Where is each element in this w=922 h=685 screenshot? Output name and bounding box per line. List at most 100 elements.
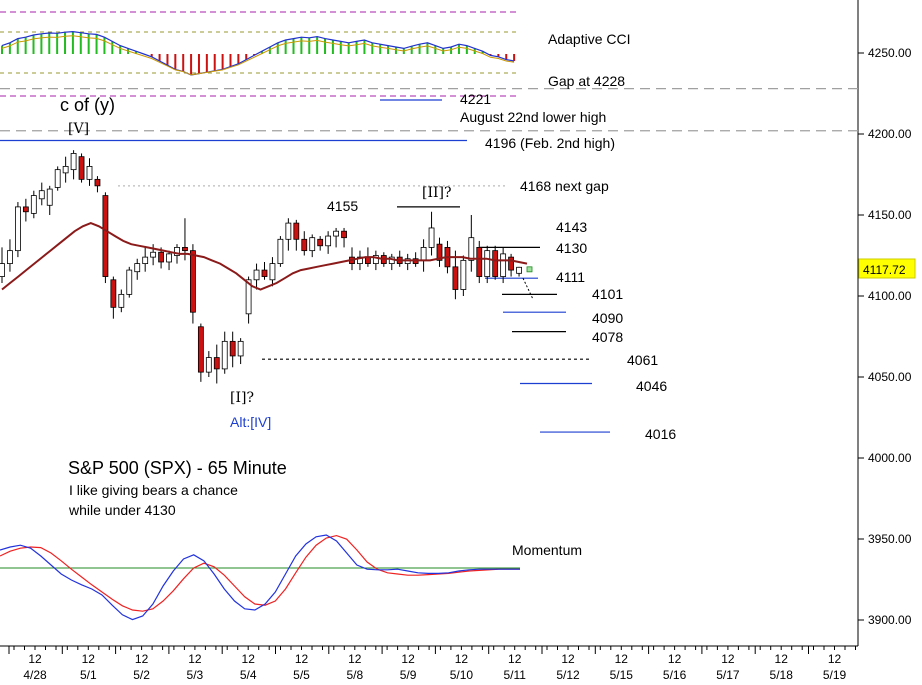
time-tick-label: 12	[455, 652, 469, 666]
last-price-tag: 4117.72	[863, 263, 906, 277]
price-tick-label: 4100.00	[868, 289, 912, 303]
candle-body	[62, 165, 69, 174]
candle-body	[150, 251, 157, 258]
candle-body	[78, 156, 85, 180]
time-tick-label: 12	[561, 652, 575, 666]
date-label: 5/5	[293, 668, 310, 682]
time-tick-label: 12	[721, 652, 735, 666]
candle-body	[325, 235, 332, 247]
date-label: 5/1	[80, 668, 97, 682]
last-price-tag-bg	[858, 258, 916, 279]
candle-body	[102, 195, 109, 277]
candle-body	[213, 357, 220, 370]
candle-body	[372, 255, 379, 265]
date-label: 5/18	[770, 668, 794, 682]
candle-body	[460, 259, 467, 290]
date-label: 5/12	[556, 668, 580, 682]
level-label-4221: 4221	[460, 91, 491, 107]
candle-body	[158, 251, 164, 263]
wave-label-alt-iv: Alt:[IV]	[230, 414, 271, 430]
candle-body	[261, 269, 268, 277]
cci-signal-line	[1, 35, 515, 76]
candle-body	[253, 269, 260, 281]
candle-body	[15, 206, 21, 252]
time-tick-label: 12	[668, 652, 682, 666]
candle-body	[428, 227, 435, 248]
time-tick-label: 12	[508, 652, 522, 666]
momentum-blue-line	[0, 534, 520, 621]
candle-body	[30, 195, 37, 214]
candle-body	[500, 253, 507, 277]
level-label-4111: 4111	[556, 269, 585, 285]
candle-body	[341, 230, 347, 239]
candle-body	[126, 269, 133, 295]
cci-label: Adaptive CCI	[548, 31, 630, 47]
price-tick-label: 3900.00	[868, 613, 912, 627]
price-tick-label: 4050.00	[868, 370, 912, 384]
gap-lines	[0, 88, 858, 132]
moving-average-line	[1, 222, 528, 291]
momentum-label: Momentum	[512, 542, 582, 558]
candle-body	[508, 256, 514, 271]
date-label: 5/8	[346, 668, 363, 682]
candle-body	[7, 250, 13, 264]
time-tick-label: 12	[135, 652, 149, 666]
level-label-4130: 4130	[556, 240, 587, 256]
candle-body	[293, 222, 300, 240]
candle-body	[269, 263, 276, 281]
price-tick-label: 4000.00	[868, 451, 912, 465]
chart-subtitle-line-2: while under 4130	[68, 502, 176, 518]
date-label: 5/15	[610, 668, 634, 682]
time-tick-label: 12	[188, 652, 202, 666]
level-label-4143: 4143	[556, 219, 587, 235]
time-tick-label: 12	[401, 652, 415, 666]
candle-body	[476, 246, 483, 277]
wave-label-4155: 4155	[327, 198, 358, 214]
price-tick-label: 4250.00	[868, 46, 912, 60]
candle-body	[0, 263, 5, 277]
date-label: 5/17	[716, 668, 740, 682]
candle-body	[277, 238, 284, 265]
candle-body	[333, 230, 339, 237]
momentum-red-line	[0, 534, 520, 612]
candle-body	[492, 250, 499, 277]
level-label-4196: 4196 (Feb. 2nd high)	[485, 135, 615, 151]
projection-line	[522, 277, 534, 300]
level-label-4090: 4090	[592, 310, 623, 326]
candle-body	[221, 340, 228, 370]
level-label-4078: 4078	[592, 329, 623, 345]
time-axis: 12 4/28 12 5/1 12 5/2 12 5/3 12 5/4 12 5/5 12 5/8 12 5/…	[8, 646, 856, 682]
level-label-4061: 4061	[627, 352, 658, 368]
time-tick-label: 12	[615, 652, 629, 666]
date-label: 4/28	[23, 668, 47, 682]
wave-label-i: [I]?	[230, 390, 254, 406]
price-axis: 4250.00 4200.00 4150.00 4100.00 4050.00 4000.…	[858, 46, 912, 627]
candle-body	[54, 169, 61, 188]
candle-body	[142, 256, 149, 264]
time-tick-label: 12	[82, 652, 96, 666]
candle-body	[38, 190, 45, 200]
time-tick-label: 12	[295, 652, 309, 666]
candle-body	[70, 153, 77, 171]
candle-body	[166, 253, 172, 263]
candle-body	[237, 340, 244, 357]
momentum-panel	[0, 534, 520, 621]
level-label-4046: 4046	[636, 378, 667, 394]
candle-body	[197, 326, 204, 373]
candle-body	[309, 237, 316, 252]
time-tick-label: 12	[28, 652, 42, 666]
candle-body	[229, 340, 236, 357]
candle-body	[301, 238, 308, 252]
moving-average	[1, 222, 528, 291]
candle-body	[205, 357, 212, 373]
date-label: 5/9	[400, 668, 417, 682]
wave-label-c-of-y: c of (y)	[60, 95, 115, 115]
candle-body	[245, 279, 252, 315]
price-tick-label: 3950.00	[868, 532, 912, 546]
time-tick-label: 12	[775, 652, 789, 666]
level-label-august-22nd: August 22nd lower high	[460, 109, 606, 125]
chart-title: S&P 500 (SPX) - 65 Minute	[68, 458, 287, 478]
candle-body	[516, 266, 522, 274]
date-label: 5/16	[663, 668, 687, 682]
